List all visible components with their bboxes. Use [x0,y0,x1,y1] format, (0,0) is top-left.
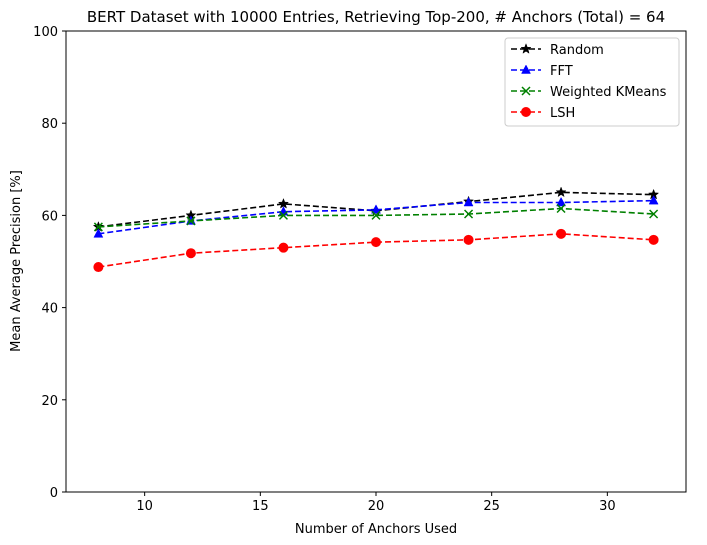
y-tick-label: 0 [50,486,58,501]
y-tick-label: 20 [41,394,58,409]
legend-label: Random [550,43,604,58]
series-weighted-kmeans [93,203,659,232]
x-tick-label: 10 [136,499,153,514]
data-point-lsh [185,248,196,259]
data-point-fft [648,195,659,205]
series-lsh [93,228,659,273]
data-point-lsh [93,262,104,273]
legend-marker [520,43,532,54]
data-point-lsh [463,234,474,245]
data-point-random [277,197,290,209]
y-tick-label: 60 [41,209,58,224]
data-point-fft [93,228,104,238]
data-point-fft [556,196,566,207]
data-point-weighted-kmeans [93,222,103,232]
x-tick-label: 20 [368,499,385,514]
legend-item: LSH [511,106,575,121]
legend-marker [521,64,531,74]
y-axis-title: Mean Average Precision [%] [9,170,24,352]
chart-title: BERT Dataset with 10000 Entries, Retriev… [87,8,665,26]
legend-box [504,37,680,127]
legend-item: FFT [511,64,573,79]
x-tick-label: 15 [252,499,269,514]
y-tick-label: 40 [41,302,58,317]
x-tick-label: 25 [483,499,500,514]
legend-item: Random [511,43,604,58]
data-point-weighted-kmeans [556,203,566,214]
legend: Random FFT Weighted KMeans LSH [504,37,680,127]
data-point-fft [371,204,381,214]
y-tick-label: 80 [41,117,58,132]
data-point-random [555,186,567,198]
legend-label: Weighted KMeans [550,85,667,100]
data-point-lsh [371,237,381,248]
legend-marker [521,107,531,117]
data-point-weighted-kmeans [278,210,288,220]
y-axis: 0 20 40 60 80 100 [33,25,66,501]
data-point-lsh [278,242,289,253]
data-point-weighted-kmeans [371,210,381,220]
data-point-fft [463,196,474,207]
data-point-weighted-kmeans [649,209,659,219]
legend-marker [521,86,531,96]
series-layer [92,186,660,273]
legend-label: LSH [550,106,575,121]
x-axis-title: Number of Anchors Used [295,522,457,537]
y-tick-label: 100 [33,25,58,40]
series-fft [93,195,659,238]
data-point-weighted-kmeans [186,216,196,226]
x-tick-label: 30 [599,499,616,514]
data-point-lsh [648,234,659,245]
data-point-weighted-kmeans [464,209,474,219]
legend-item: Weighted KMeans [511,85,667,100]
x-axis: 10 15 20 25 30 [136,492,616,514]
data-point-lsh [556,228,567,239]
legend-label: FFT [550,64,573,79]
